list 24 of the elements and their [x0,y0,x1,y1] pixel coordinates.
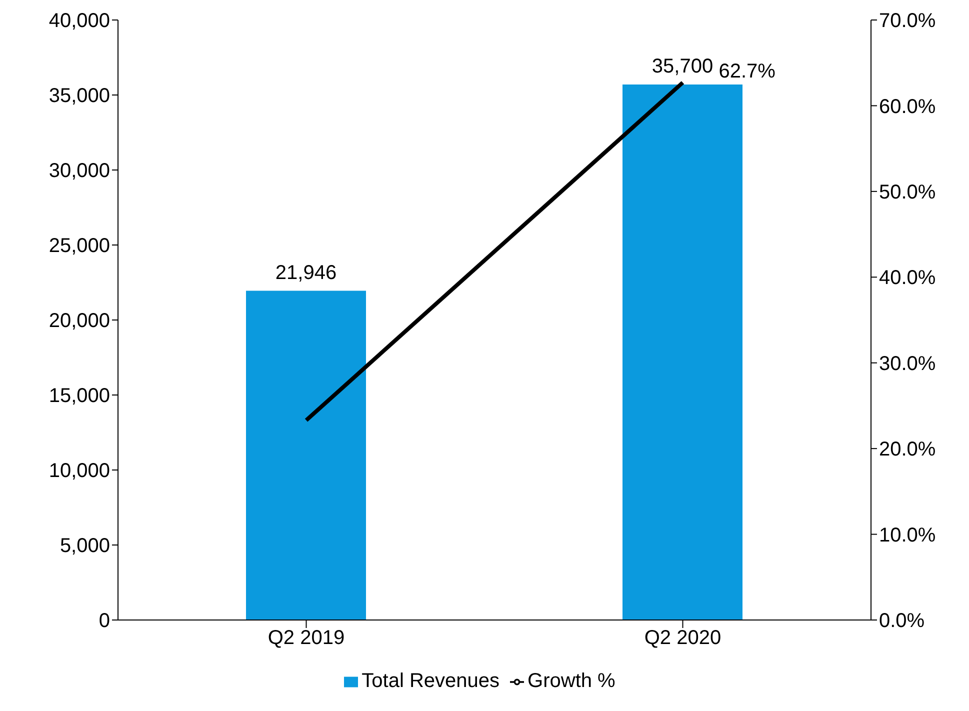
data-label: 62.7% [718,60,776,83]
data-label: 21,946 [275,262,337,284]
data-label: 35,700 [652,56,714,78]
x-tick-label: Q2 2019 [268,627,345,650]
y2-tick-label: 70.0% [879,10,936,32]
y-tick-label: 35,000 [48,85,110,108]
y-tick-label: 20,000 [48,310,110,332]
y-tick-label: 10,000 [48,460,110,482]
y2-tick-label: 30.0% [879,352,936,375]
y-tick-label: 25,000 [48,235,110,258]
y2-tick-label: 60.0% [879,96,936,118]
y2-tick-label: 20.0% [879,438,936,461]
y2-tick-label: 0.0% [879,610,925,632]
y-tick-label: 0 [98,610,110,632]
y-tick-label: 30,000 [48,160,110,182]
y2-tick-label: 40.0% [879,267,936,290]
legend-label: Total Revenues [362,670,500,692]
legend-label: Growth % [528,670,616,692]
y2-tick-label: 10.0% [879,524,936,546]
y2-tick-label: 50.0% [879,182,936,204]
y-tick-label: 15,000 [48,385,110,408]
y-tick-label: 40,000 [48,10,110,32]
y-tick-label: 5,000 [60,535,110,558]
x-tick-label: Q2 2020 [644,627,722,650]
